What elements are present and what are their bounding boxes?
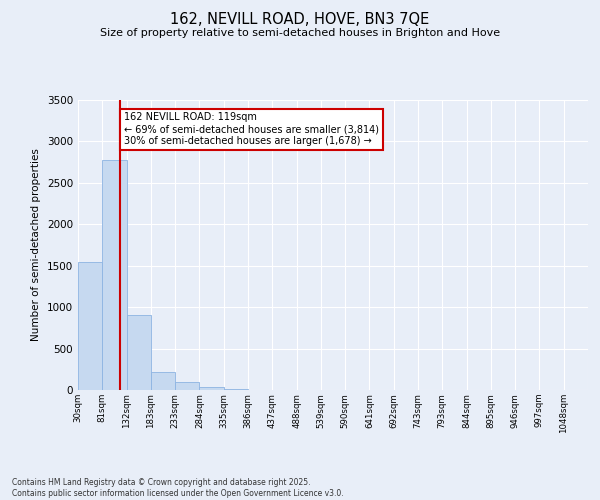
Bar [151,372,175,390]
Bar [78,262,102,390]
Text: Contains HM Land Registry data © Crown copyright and database right 2025.
Contai: Contains HM Land Registry data © Crown c… [12,478,344,498]
Y-axis label: Number of semi-detached properties: Number of semi-detached properties [31,148,41,342]
Text: 162 NEVILL ROAD: 119sqm
← 69% of semi-detached houses are smaller (3,814)
30% of: 162 NEVILL ROAD: 119sqm ← 69% of semi-de… [124,112,379,146]
Bar [102,160,127,390]
Text: Size of property relative to semi-detached houses in Brighton and Hove: Size of property relative to semi-detach… [100,28,500,38]
Bar [175,382,199,390]
Text: 162, NEVILL ROAD, HOVE, BN3 7QE: 162, NEVILL ROAD, HOVE, BN3 7QE [170,12,430,28]
Bar [127,316,151,390]
Bar [199,386,224,390]
Bar [224,389,248,390]
